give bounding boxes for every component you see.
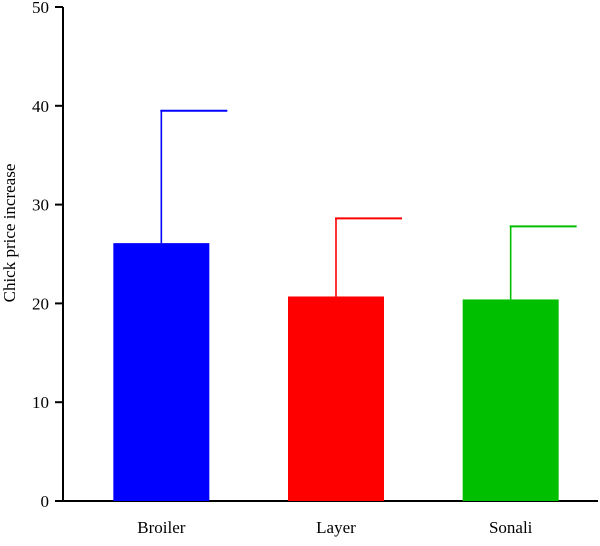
bar-layer (288, 296, 384, 501)
y-axis-title: Chick price increase (0, 164, 19, 303)
y-tick-label: 20 (32, 294, 49, 313)
y-tick-label: 30 (32, 196, 49, 215)
bar-broiler (113, 243, 210, 501)
x-tick-label: Sonali (489, 518, 533, 537)
x-tick-labels: Broiler Layer Sonali (137, 518, 532, 537)
y-tick-label: 10 (32, 393, 49, 412)
y-tick-label: 40 (32, 97, 49, 116)
bars (113, 243, 559, 501)
y-tick-label: 0 (41, 492, 50, 511)
error-bars (160, 109, 577, 300)
x-tick-label: Layer (316, 518, 356, 537)
y-ticks: 0 10 20 30 40 50 (32, 0, 63, 511)
y-tick-label: 50 (32, 0, 49, 17)
bar-sonali (462, 299, 559, 501)
x-tick-label: Broiler (137, 518, 185, 537)
